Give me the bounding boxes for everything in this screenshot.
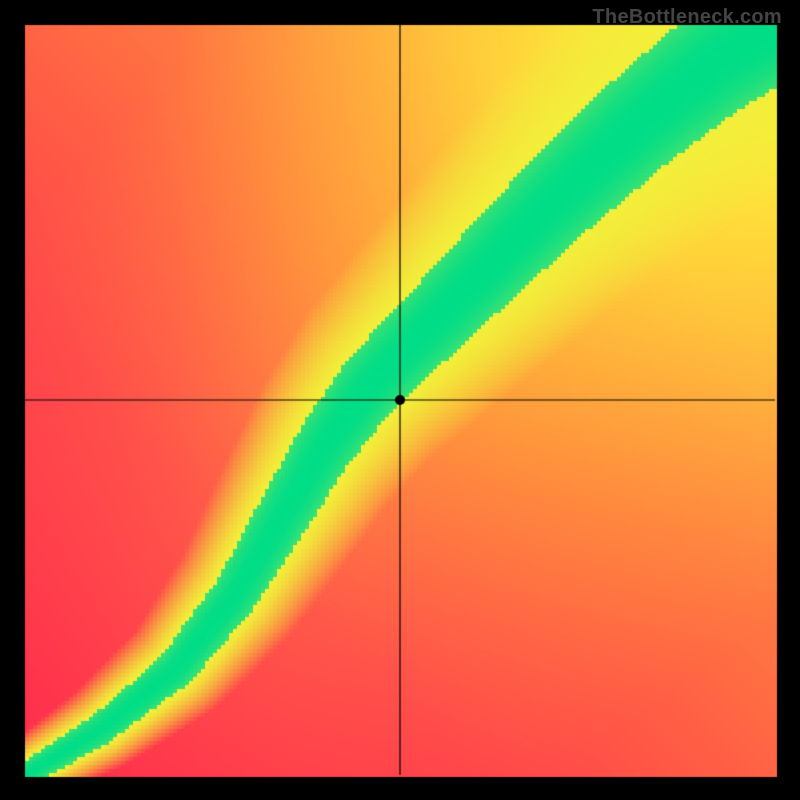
chart-container: TheBottleneck.com <box>0 0 800 800</box>
watermark-text: TheBottleneck.com <box>592 6 782 29</box>
bottleneck-heatmap-canvas <box>0 0 800 800</box>
